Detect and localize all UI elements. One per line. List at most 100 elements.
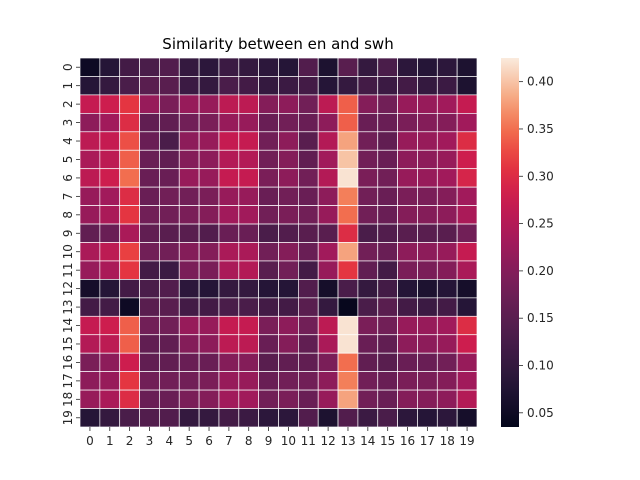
heatmap-cell — [119, 205, 140, 225]
x-tick-label: 7 — [225, 434, 233, 448]
x-tick-label: 6 — [205, 434, 213, 448]
heatmap-cell — [357, 205, 379, 225]
heatmap-cell — [436, 389, 458, 409]
heatmap-cell — [417, 279, 438, 299]
x-tick-label: 2 — [126, 434, 134, 448]
heatmap-cell — [298, 389, 319, 409]
heatmap-cell — [278, 334, 299, 354]
heatmap-cell — [278, 168, 299, 188]
x-tick-label: 8 — [245, 434, 253, 448]
heatmap-cell — [178, 352, 200, 373]
heatmap-cell — [218, 260, 240, 280]
heatmap-cell — [79, 205, 101, 225]
colorbar-tick-label: 0.05 — [527, 406, 554, 420]
heatmap-cell — [456, 112, 478, 133]
heatmap-cell — [317, 149, 339, 170]
heatmap-cell — [258, 131, 279, 151]
heatmap-cell — [298, 371, 319, 391]
heatmap-cell — [357, 334, 379, 354]
heatmap-cell — [119, 408, 140, 428]
heatmap-cell — [298, 94, 319, 114]
heatmap-cell — [79, 389, 101, 409]
heatmap-cell — [99, 297, 121, 317]
heatmap-cell — [139, 334, 160, 354]
heatmap-cell — [456, 389, 478, 409]
heatmap-cell — [298, 76, 319, 96]
heatmap-cell — [238, 131, 260, 151]
heatmap-cell — [357, 371, 379, 391]
heatmap-cell — [218, 279, 240, 299]
heatmap-cell — [456, 205, 478, 225]
heatmap-cell — [377, 149, 398, 170]
heatmap-cell — [357, 94, 379, 114]
y-tick-label: 4 — [61, 137, 75, 145]
heatmap-cell — [119, 57, 140, 77]
heatmap-cell — [436, 223, 458, 243]
heatmap-cell — [417, 223, 438, 243]
x-tick-label: 10 — [281, 434, 296, 448]
heatmap-cell — [337, 315, 359, 336]
x-tick-label: 16 — [400, 434, 415, 448]
heatmap-cell — [139, 223, 160, 243]
heatmap-cell — [79, 112, 101, 133]
heatmap-cell — [456, 315, 478, 336]
heatmap-cell — [456, 352, 478, 373]
heatmap-cell — [119, 297, 140, 317]
heatmap-cell — [159, 94, 180, 114]
heatmap-cell — [397, 389, 418, 409]
heatmap-cell — [238, 76, 260, 96]
x-tick-label: 1 — [106, 434, 114, 448]
heatmap-cell — [397, 334, 418, 354]
heatmap-cell — [258, 242, 279, 262]
heatmap-cell — [278, 131, 299, 151]
heatmap-cell — [159, 57, 180, 77]
heatmap-cell — [119, 168, 140, 188]
heatmap-cell — [278, 279, 299, 299]
heatmap-cell — [79, 315, 101, 336]
heatmap-cell — [456, 408, 478, 428]
heatmap-cell — [218, 131, 240, 151]
heatmap-cell — [436, 186, 458, 206]
colorbar-tick-label: 0.25 — [527, 217, 554, 231]
heatmap-cell — [198, 260, 220, 280]
heatmap-cell — [436, 149, 458, 170]
y-tick-label: 13 — [61, 299, 75, 314]
heatmap-cell — [119, 242, 140, 262]
heatmap-cell — [139, 352, 160, 373]
colorbar-tick-label: 0.30 — [527, 169, 554, 183]
heatmap-cell — [298, 315, 319, 336]
heatmap-cell — [278, 205, 299, 225]
x-tick-label: 14 — [360, 434, 375, 448]
x-tick-label: 15 — [380, 434, 395, 448]
heatmap-cell — [79, 168, 101, 188]
heatmap-cell — [357, 297, 379, 317]
colorbar: 0.05 0.10 0.15 0.20 0.25 0.30 0.35 0.40 — [501, 58, 554, 427]
heatmap-cell — [119, 149, 140, 170]
heatmap-cell — [159, 223, 180, 243]
colorbar-tick-label: 0.20 — [527, 264, 554, 278]
heatmap-cell — [198, 352, 220, 373]
heatmap-cell — [357, 186, 379, 206]
heatmap-cell — [79, 223, 101, 243]
heatmap-cell — [79, 94, 101, 114]
x-tick-label: 9 — [265, 434, 273, 448]
heatmap-cell — [178, 260, 200, 280]
heatmap-cell — [417, 131, 438, 151]
heatmap-cell — [99, 242, 121, 262]
heatmap-cell — [218, 168, 240, 188]
heatmap-cell — [178, 279, 200, 299]
heatmap-cell — [417, 389, 438, 409]
y-tick-label: 16 — [61, 355, 75, 370]
heatmap-cell — [397, 186, 418, 206]
heatmap-cell — [436, 168, 458, 188]
heatmap-cell — [159, 352, 180, 373]
heatmap-cell — [178, 389, 200, 409]
heatmap-cell — [178, 112, 200, 133]
x-tick-label: 19 — [459, 434, 474, 448]
heatmap-cell — [317, 334, 339, 354]
heatmap-cell — [397, 352, 418, 373]
colorbar-tick-label: 0.40 — [527, 75, 554, 89]
heatmap-cell — [317, 112, 339, 133]
heatmap-cell — [298, 57, 319, 77]
heatmap-cell — [159, 297, 180, 317]
